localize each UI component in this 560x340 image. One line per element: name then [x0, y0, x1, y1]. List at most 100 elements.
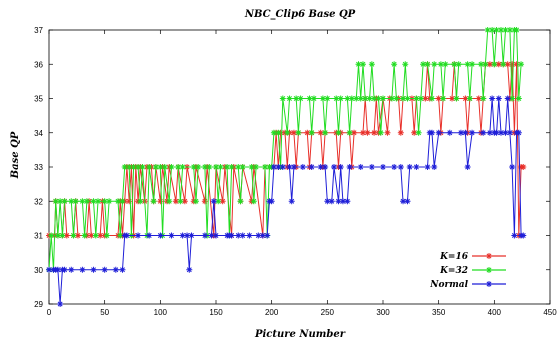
data-point-normal: [210, 198, 217, 205]
data-point-k-32: [228, 164, 235, 170]
data-point-normal: [506, 129, 513, 136]
series-k-32: [46, 27, 525, 273]
x-tick-label: 200: [265, 308, 279, 317]
data-point-k-32: [190, 164, 197, 170]
data-point-k-32: [466, 95, 473, 102]
data-point-k-32: [59, 232, 66, 239]
data-point-k-32: [213, 164, 219, 170]
data-point-k-32: [440, 95, 447, 102]
legend-item-k-32: K=32: [439, 266, 506, 276]
series-k-16: [46, 61, 527, 239]
data-point-k-16: [397, 129, 404, 136]
data-point-normal: [495, 95, 502, 102]
data-point-k-32: [115, 198, 122, 205]
data-point-k-32: [482, 61, 489, 68]
data-point-k-32: [469, 61, 476, 68]
data-point-normal: [322, 164, 329, 170]
data-point-normal: [328, 198, 335, 205]
legend-marker: [486, 267, 492, 273]
data-point-k-32: [177, 198, 184, 205]
data-point-k-32: [455, 61, 462, 68]
data-point-normal: [213, 232, 219, 239]
legend: K=16 K=32 Normal: [402, 244, 514, 294]
data-point-normal: [462, 129, 469, 136]
data-point-k-32: [295, 129, 302, 136]
data-point-k-16: [63, 232, 70, 239]
y-tick-label: 33: [34, 163, 43, 172]
data-point-k-32: [275, 129, 282, 136]
data-point-k-32: [310, 95, 317, 102]
data-point-normal: [123, 232, 130, 239]
data-point-k-32: [70, 232, 77, 239]
data-point-normal: [413, 164, 420, 170]
data-point-k-32: [442, 61, 449, 68]
data-point-k-32: [344, 95, 351, 102]
data-point-k-32: [515, 95, 522, 102]
x-tick-label: 0: [47, 308, 52, 317]
data-point-k-32: [286, 95, 293, 102]
x-tick-label: 50: [100, 308, 109, 317]
data-point-normal: [391, 164, 398, 170]
y-tick-label: 29: [34, 300, 43, 309]
data-point-k-16: [317, 129, 324, 136]
data-point-normal: [112, 266, 119, 273]
data-point-normal: [146, 232, 153, 239]
data-point-k-32: [513, 27, 520, 33]
data-point-normal: [368, 164, 375, 170]
data-point-k-32: [489, 27, 496, 33]
data-point-k-32: [322, 129, 329, 136]
data-point-k-32: [428, 95, 435, 102]
data-point-normal: [68, 266, 75, 273]
data-point-normal: [489, 95, 496, 102]
data-point-k-32: [92, 232, 99, 239]
x-axis: 0 50 100 150 200 250 300 350 400 450: [47, 30, 557, 317]
data-point-k-32: [333, 95, 340, 102]
data-point-k-32: [424, 61, 431, 68]
x-tick-label: 150: [209, 308, 223, 317]
data-point-k-32: [179, 164, 186, 170]
y-tick-label: 35: [34, 95, 43, 104]
data-point-normal: [337, 164, 344, 170]
series-line-k-16: [49, 63, 524, 236]
data-point-normal: [79, 266, 86, 273]
legend-label: K=16: [439, 252, 469, 262]
data-point-normal: [504, 95, 511, 102]
data-point-k-32: [250, 198, 257, 205]
data-point-normal: [90, 266, 97, 273]
data-point-k-32: [293, 95, 300, 102]
data-point-k-32: [106, 198, 113, 205]
x-tick-label: 450: [543, 308, 557, 317]
y-tick-label: 37: [34, 26, 43, 35]
data-point-normal: [264, 232, 271, 239]
data-point-normal: [279, 164, 286, 170]
legend-label: K=32: [439, 266, 468, 276]
legend-item-k-16: K=16: [439, 252, 506, 262]
data-point-k-32: [431, 61, 438, 68]
data-point-normal: [520, 232, 527, 239]
data-point-k-32: [480, 95, 487, 102]
data-point-normal: [208, 232, 215, 239]
data-point-k-32: [81, 232, 88, 239]
data-point-normal: [431, 164, 438, 170]
data-point-k-32: [103, 232, 110, 239]
data-point-k-32: [337, 95, 344, 102]
data-point-k-32: [335, 129, 342, 136]
data-point-normal: [246, 232, 253, 239]
data-point-k-32: [83, 198, 90, 205]
data-point-k-32: [161, 164, 168, 170]
data-point-k-32: [380, 95, 386, 102]
data-point-k-32: [417, 95, 424, 102]
data-point-k-16: [219, 198, 226, 205]
data-point-k-32: [119, 198, 126, 205]
data-point-k-32: [239, 164, 246, 170]
chart-title: NBC_Clip6 Base QP: [244, 9, 356, 20]
data-point-k-32: [217, 164, 224, 170]
data-point-k-32: [404, 95, 411, 102]
data-point-k-32: [491, 61, 498, 68]
data-point-normal: [54, 266, 61, 273]
data-point-k-32: [137, 198, 144, 205]
data-point-normal: [168, 232, 175, 239]
y-axis: 29 30 31 32 33 34 35 36 37: [34, 26, 550, 309]
data-point-normal: [486, 129, 493, 136]
data-point-normal: [288, 198, 295, 205]
